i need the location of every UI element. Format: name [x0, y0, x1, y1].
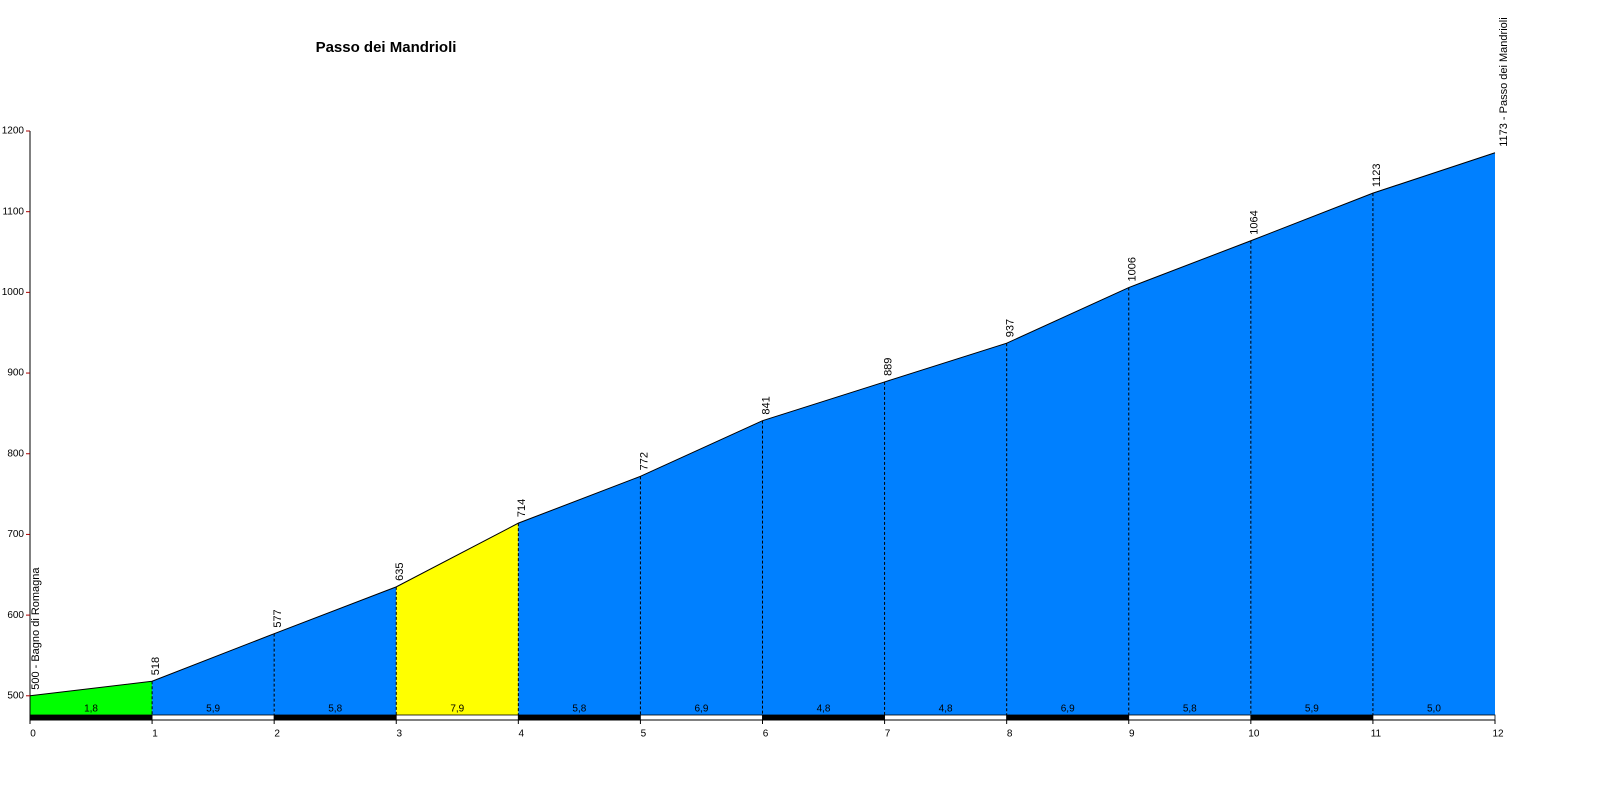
y-tick-label: 900: [7, 368, 24, 379]
x-tick-label: 3: [396, 729, 402, 740]
x-tick-label: 12: [1492, 729, 1504, 740]
gradient-label: 5,8: [1183, 704, 1197, 715]
profile-segment: [1006, 287, 1129, 720]
y-tick-label: 600: [7, 610, 24, 621]
y-tick-label: 800: [7, 448, 24, 459]
profile-segment: [1250, 193, 1373, 721]
gradient-strip: [273, 714, 397, 721]
elevation-label: 635: [394, 563, 406, 581]
profile-segment: [1128, 240, 1251, 720]
x-tick-label: 9: [1129, 729, 1135, 740]
gradient-label: 1,8: [84, 704, 98, 715]
profile-segment: [640, 420, 763, 720]
profile-segment: [152, 633, 275, 720]
gradient-label: 5,9: [1305, 704, 1319, 715]
elevation-label: 500 - Bagno di Romagna: [30, 567, 42, 690]
elevation-label: 841: [760, 396, 772, 414]
x-tick-label: 4: [519, 729, 525, 740]
chart-title: Passo dei Mandrioli: [316, 39, 457, 56]
gradient-label: 5,8: [572, 704, 586, 715]
gradient-strip: [884, 714, 1008, 721]
gradient-label: 4,8: [817, 704, 831, 715]
profile-segment: [762, 381, 885, 720]
x-tick-label: 11: [1371, 729, 1382, 740]
elevation-label: 1064: [1249, 210, 1261, 234]
elevation-label: 714: [516, 499, 528, 517]
elevation-label: 1123: [1371, 163, 1383, 187]
x-tick-label: 1: [152, 729, 158, 740]
x-tick-label: 5: [641, 729, 647, 740]
y-tick-label: 1100: [2, 206, 24, 217]
gradient-strip: [1250, 714, 1374, 721]
elevation-label: 937: [1005, 319, 1017, 337]
y-tick-label: 500: [7, 690, 24, 701]
profile-segment: [884, 343, 1007, 720]
gradient-strip: [762, 714, 885, 721]
profile-segment: [396, 523, 519, 720]
elevation-label: 889: [882, 358, 894, 376]
gradient-strip: [1006, 714, 1130, 721]
profile-segment: [30, 681, 153, 720]
x-tick-label: 0: [30, 729, 36, 740]
gradient-strip: [517, 714, 641, 721]
gradient-label: 6,9: [695, 704, 709, 715]
profile-segment: [274, 586, 397, 720]
y-tick-label: 700: [7, 529, 24, 540]
gradient-label: 6,9: [1061, 704, 1075, 715]
gradient-label: 5,8: [328, 704, 342, 715]
elevation-label: 518: [150, 657, 162, 675]
x-tick-label: 10: [1248, 729, 1260, 740]
x-tick-label: 8: [1007, 729, 1013, 740]
gradient-strip: [1372, 714, 1496, 721]
profile-segment: [518, 476, 641, 720]
gradient-strip: [151, 714, 275, 721]
gradient-strip: [640, 714, 763, 721]
gradient-label: 5,9: [206, 704, 220, 715]
gradient-label: 4,8: [939, 704, 953, 715]
elevation-label: 772: [638, 452, 650, 470]
gradient-label: 7,9: [450, 704, 464, 715]
gradient-strip: [1128, 714, 1252, 721]
gradient-strip: [29, 714, 153, 721]
x-tick-label: 2: [274, 729, 280, 740]
elevation-label: 1006: [1127, 257, 1139, 281]
profile-segment: [1372, 152, 1495, 721]
elevation-label: 577: [272, 609, 284, 627]
gradient-strip: [395, 714, 519, 721]
gradient-label: 5,0: [1427, 704, 1441, 715]
elevation-label: 1173 - Passo dei Mandrioli: [1498, 17, 1510, 146]
x-tick-label: 7: [885, 729, 891, 740]
y-tick-label: 1200: [2, 126, 25, 137]
y-tick-label: 1000: [2, 287, 25, 298]
x-tick-label: 6: [763, 729, 769, 740]
